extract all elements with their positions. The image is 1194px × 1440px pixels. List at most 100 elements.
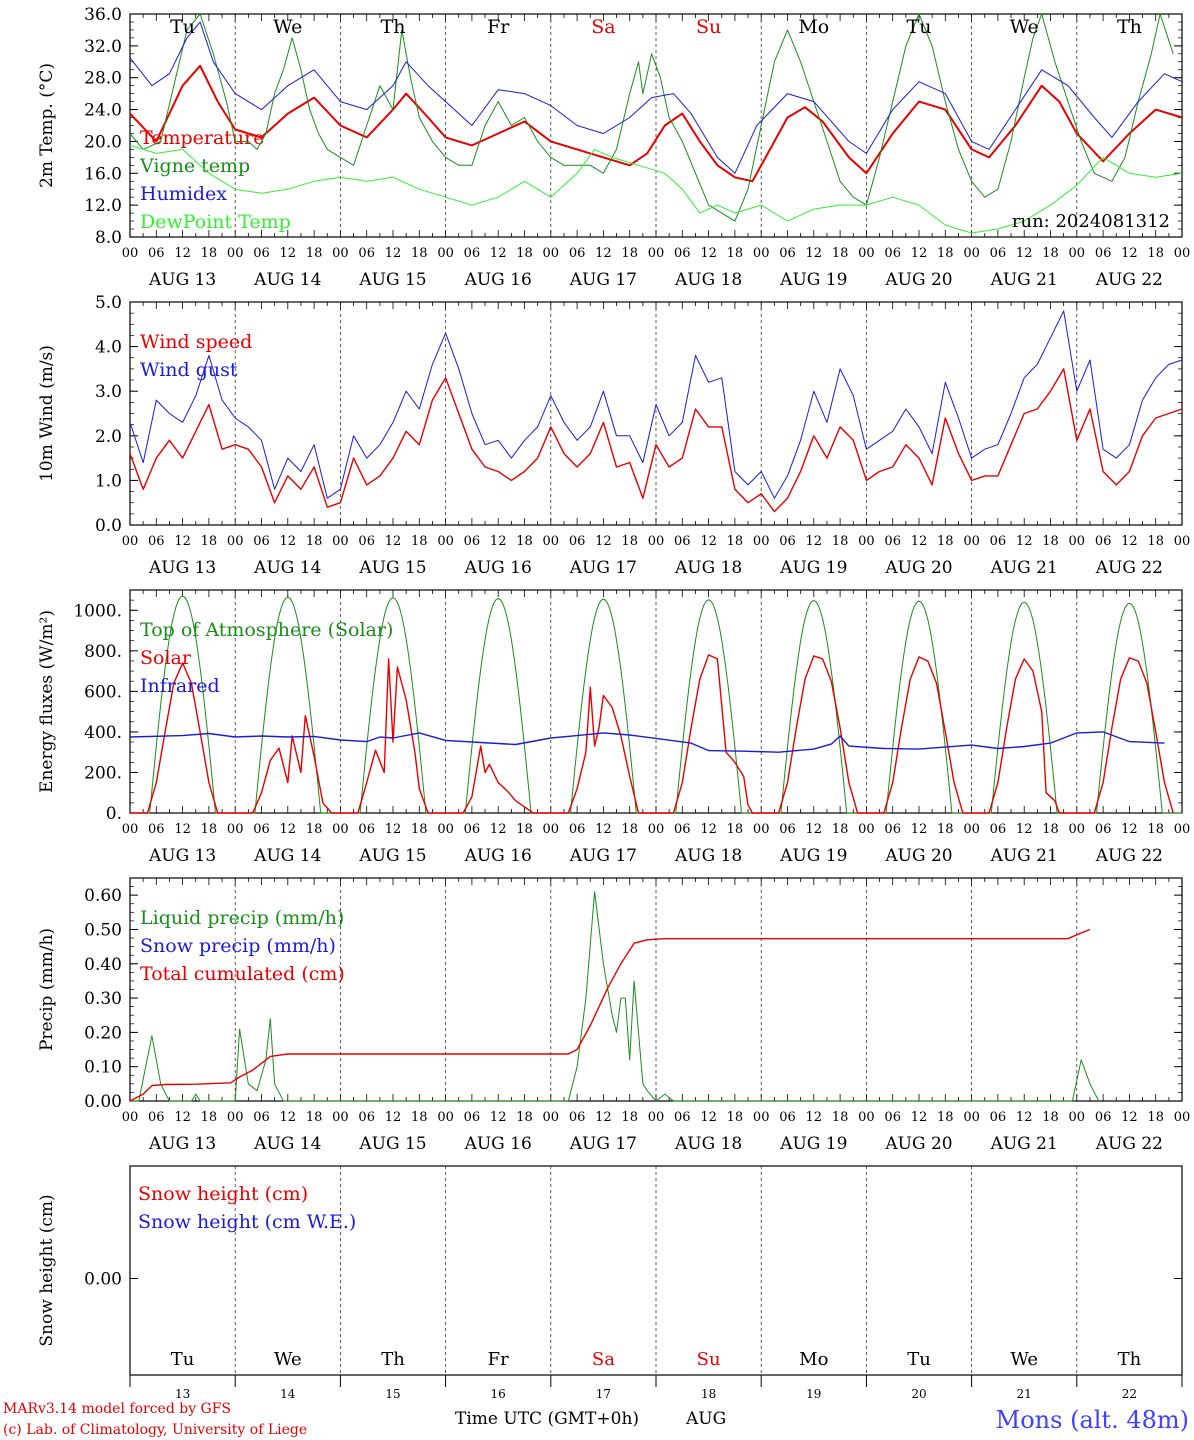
- date-label: AUG 19: [779, 270, 847, 290]
- date-label: AUG 19: [779, 846, 847, 866]
- hour-tick-label: 00: [963, 246, 980, 261]
- hour-tick-label: 18: [1147, 246, 1164, 261]
- y-axis-label: 10m Wind (m/s): [37, 345, 57, 482]
- hour-tick-label: 06: [253, 534, 270, 549]
- hour-tick-label: 00: [858, 1110, 875, 1125]
- hour-tick-label: 12: [1016, 822, 1033, 837]
- hour-tick-label: 12: [174, 534, 191, 549]
- hour-tick-label: 12: [806, 822, 823, 837]
- hour-tick-label: 00: [753, 1110, 770, 1125]
- y-tick-label: 2.0: [95, 427, 122, 447]
- date-label: AUG 17: [569, 846, 637, 866]
- hour-tick-label: 18: [306, 822, 323, 837]
- month-label: AUG: [685, 1409, 726, 1429]
- y-tick-label: 32.0: [84, 37, 122, 57]
- hour-tick-label: 12: [280, 822, 297, 837]
- hour-tick-label: 18: [201, 1110, 218, 1125]
- hour-tick-label: 00: [753, 534, 770, 549]
- hour-tick-label: 06: [674, 534, 691, 549]
- hour-tick-label: 00: [1069, 1110, 1086, 1125]
- hour-tick-label: 18: [411, 246, 428, 261]
- legend-entry: Snow height (cm W.E.): [138, 1211, 356, 1233]
- hour-tick-label: 12: [490, 1110, 507, 1125]
- hour-tick-label: 00: [332, 246, 349, 261]
- date-label: AUG 22: [1095, 1134, 1163, 1154]
- hour-tick-label: 00: [543, 534, 560, 549]
- hour-tick-label: 06: [569, 534, 586, 549]
- hour-tick-label: 00: [227, 822, 244, 837]
- hour-tick-label: 00: [648, 822, 665, 837]
- hour-tick-label: 12: [385, 246, 402, 261]
- y-tick-label: 4.0: [95, 338, 122, 358]
- hour-tick-label: 12: [700, 534, 717, 549]
- hour-tick-label: 06: [1095, 1110, 1112, 1125]
- date-label: AUG 16: [464, 846, 532, 866]
- hour-tick-label: 06: [779, 534, 796, 549]
- hour-tick-label: 18: [832, 534, 849, 549]
- hour-tick-label: 00: [227, 1110, 244, 1125]
- model-credit: MARv3.14 model forced by GFS: [3, 1401, 231, 1417]
- y-tick-label: 0.10: [84, 1058, 122, 1078]
- hour-tick-label: 18: [727, 822, 744, 837]
- hour-tick-label: 06: [358, 246, 375, 261]
- hour-tick-label: 18: [621, 1110, 638, 1125]
- run-label: run: 2024081312: [1012, 211, 1170, 232]
- hour-tick-label: 00: [1174, 822, 1191, 837]
- station-title: Mons (alt. 48m): [996, 1406, 1189, 1434]
- weekday-label: Th: [1118, 1349, 1142, 1370]
- date-label: AUG 20: [884, 1134, 952, 1154]
- hour-tick-label: 00: [437, 246, 454, 261]
- y-tick-label: 3.0: [95, 382, 122, 402]
- weekday-label: Th: [381, 16, 406, 38]
- date-label: AUG 21: [990, 846, 1058, 866]
- hour-tick-label: 00: [437, 534, 454, 549]
- y-tick-label: 0.20: [84, 1023, 122, 1043]
- time-axis-label: Time UTC (GMT+0h): [455, 1409, 639, 1429]
- hour-tick-label: 18: [937, 246, 954, 261]
- hour-tick-label: 12: [490, 534, 507, 549]
- legend-entry: Total cumulated (cm): [140, 963, 345, 985]
- series-line-temperature: [129, 64, 1183, 183]
- date-label: AUG 13: [148, 270, 216, 290]
- day-number: 19: [806, 1387, 821, 1401]
- hour-tick-label: 12: [490, 246, 507, 261]
- legend-entry: Temperature: [140, 127, 264, 149]
- day-number: 15: [385, 1387, 400, 1401]
- hour-tick-label: 18: [516, 1110, 533, 1125]
- date-label: AUG 17: [569, 1134, 637, 1154]
- legend-entry: Snow height (cm): [138, 1183, 308, 1205]
- weekday-label: Th: [381, 1349, 405, 1370]
- hour-tick-label: 00: [648, 1110, 665, 1125]
- hour-tick-label: 18: [201, 246, 218, 261]
- weekday-label: Mo: [798, 16, 829, 38]
- hour-tick-label: 12: [595, 246, 612, 261]
- date-label: AUG 13: [148, 558, 216, 578]
- panel-4: 0.00 0.10 0.20 0.30 0.40 0.50 0.60 Precip (mm/h…: [37, 877, 1191, 1154]
- legend-entry: DewPoint Temp: [140, 211, 291, 233]
- date-label: AUG 22: [1095, 558, 1163, 578]
- series-line-wind-gust: [129, 310, 1183, 499]
- y-tick-label: 0.: [106, 804, 122, 824]
- date-label: AUG 14: [253, 558, 321, 578]
- hour-tick-label: 12: [911, 1110, 928, 1125]
- hour-tick-label: 12: [1016, 1110, 1033, 1125]
- hour-tick-label: 18: [516, 534, 533, 549]
- hour-tick-label: 18: [516, 246, 533, 261]
- hour-tick-label: 00: [1174, 1110, 1191, 1125]
- day-number: 16: [491, 1387, 506, 1401]
- hour-tick-label: 12: [806, 1110, 823, 1125]
- series-line-solar: [130, 654, 1174, 814]
- hour-tick-label: 00: [963, 822, 980, 837]
- day-number: 21: [1017, 1387, 1032, 1401]
- weekday-label: Su: [696, 16, 721, 38]
- hour-tick-label: 00: [1174, 534, 1191, 549]
- date-label: AUG 19: [779, 1134, 847, 1154]
- hour-tick-label: 18: [201, 534, 218, 549]
- y-tick-label: 800.: [84, 642, 122, 662]
- y-tick-label: 8.0: [95, 228, 122, 248]
- weekday-label: We: [1010, 16, 1039, 38]
- date-label: AUG 14: [253, 270, 321, 290]
- hour-tick-label: 06: [990, 246, 1007, 261]
- hour-tick-label: 00: [122, 1110, 139, 1125]
